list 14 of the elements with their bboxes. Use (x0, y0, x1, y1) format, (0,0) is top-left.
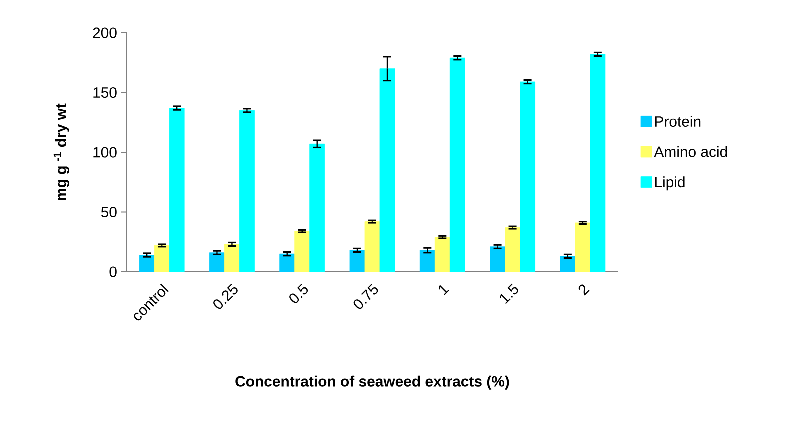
y-axis-title: mg g $^{-1}$ dry wt (54, 104, 70, 200)
y-tick-label: 0 (110, 266, 117, 278)
x-tick-label: 1 (438, 285, 450, 296)
y-tick-label: 50 (101, 206, 117, 218)
x-tick-label: 0.5 (290, 284, 308, 304)
y-tick-label: 150 (94, 87, 117, 98)
legend-label: Lipid (655, 176, 685, 191)
x-axis-title: Concentration of seaweed extracts (%) (236, 376, 510, 390)
y-tick-label: 100 (94, 147, 117, 158)
x-tick-label: 2 (578, 284, 590, 296)
y-tick-label: 200 (93, 28, 117, 38)
legend-label: Protein (655, 116, 701, 127)
legend-label: Amino acid (654, 146, 728, 158)
x-tick-label: 1.5 (500, 284, 518, 304)
